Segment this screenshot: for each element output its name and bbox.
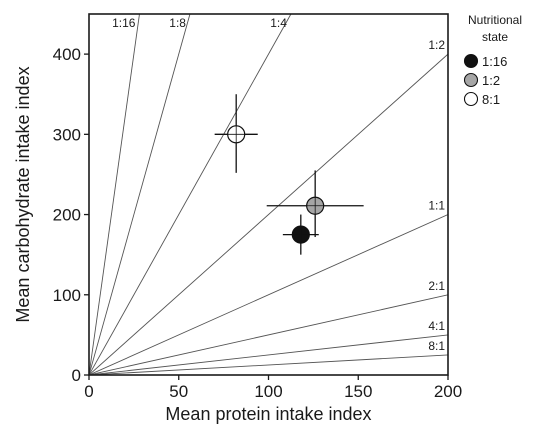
legend-label-1-2: 1:2 [482, 73, 500, 88]
y-tick-label-400: 400 [53, 45, 81, 64]
error-bars [214, 94, 364, 255]
ratio-label-1-2: 1:2 [428, 38, 445, 52]
ratio-lines [89, 14, 448, 375]
ratio-line-8-1 [89, 354, 448, 375]
ratio-line-1-16 [89, 14, 140, 375]
legend-marker-8-1 [463, 91, 479, 107]
y-tick-label-0: 0 [72, 366, 81, 385]
ratio-label-1-4: 1:4 [270, 16, 287, 30]
plot-frame [88, 13, 449, 376]
ratio-line-1-4 [89, 14, 292, 375]
ratio-label-8-1: 8:1 [428, 339, 445, 353]
ratio-label-1-16: 1:16 [112, 16, 136, 30]
ratio-label-4-1: 4:1 [428, 319, 445, 333]
ratio-label-1-8: 1:8 [169, 16, 186, 30]
ratio-line-4-1 [89, 334, 448, 375]
ratio-line-2-1 [89, 294, 448, 375]
legend-label-8-1: 8:1 [482, 92, 500, 107]
ratio-line-1-2 [89, 53, 448, 375]
legend-marker-1-2 [463, 72, 479, 88]
x-tick-label-100: 100 [254, 382, 282, 401]
y-tick-label-300: 300 [53, 125, 81, 144]
x-tick-label-50: 50 [169, 382, 188, 401]
y-axis-ticks: 0 100 200 300 400 [53, 45, 89, 385]
legend-title-line-2: state [482, 30, 508, 44]
x-axis-ticks: 0 50 100 150 200 [84, 375, 462, 401]
x-tick-label-150: 150 [344, 382, 372, 401]
x-tick-label-0: 0 [84, 382, 93, 401]
legend-label-1-16: 1:16 [482, 54, 507, 69]
x-axis-label: Mean protein intake index [165, 404, 371, 424]
ratio-label-2-1: 2:1 [428, 279, 445, 293]
x-tick-label-200: 200 [434, 382, 462, 401]
data-markers [227, 125, 325, 244]
ratio-label-1-1: 1:1 [428, 199, 445, 213]
y-tick-label-100: 100 [53, 286, 81, 305]
legend-title-line-1: Nutritional [468, 13, 522, 27]
y-tick-label-200: 200 [53, 206, 81, 225]
legend: Nutritional state 1:16 1:2 8:1 [463, 13, 522, 107]
y-axis-label: Mean carbohydrate intake index [13, 66, 33, 322]
ratio-line-1-1 [89, 214, 448, 375]
ratio-labels: 1:16 1:8 1:4 1:2 1:1 2:1 4:1 8:1 [112, 16, 445, 353]
legend-marker-1-16 [463, 53, 479, 69]
ratio-line-1-8 [89, 14, 191, 375]
